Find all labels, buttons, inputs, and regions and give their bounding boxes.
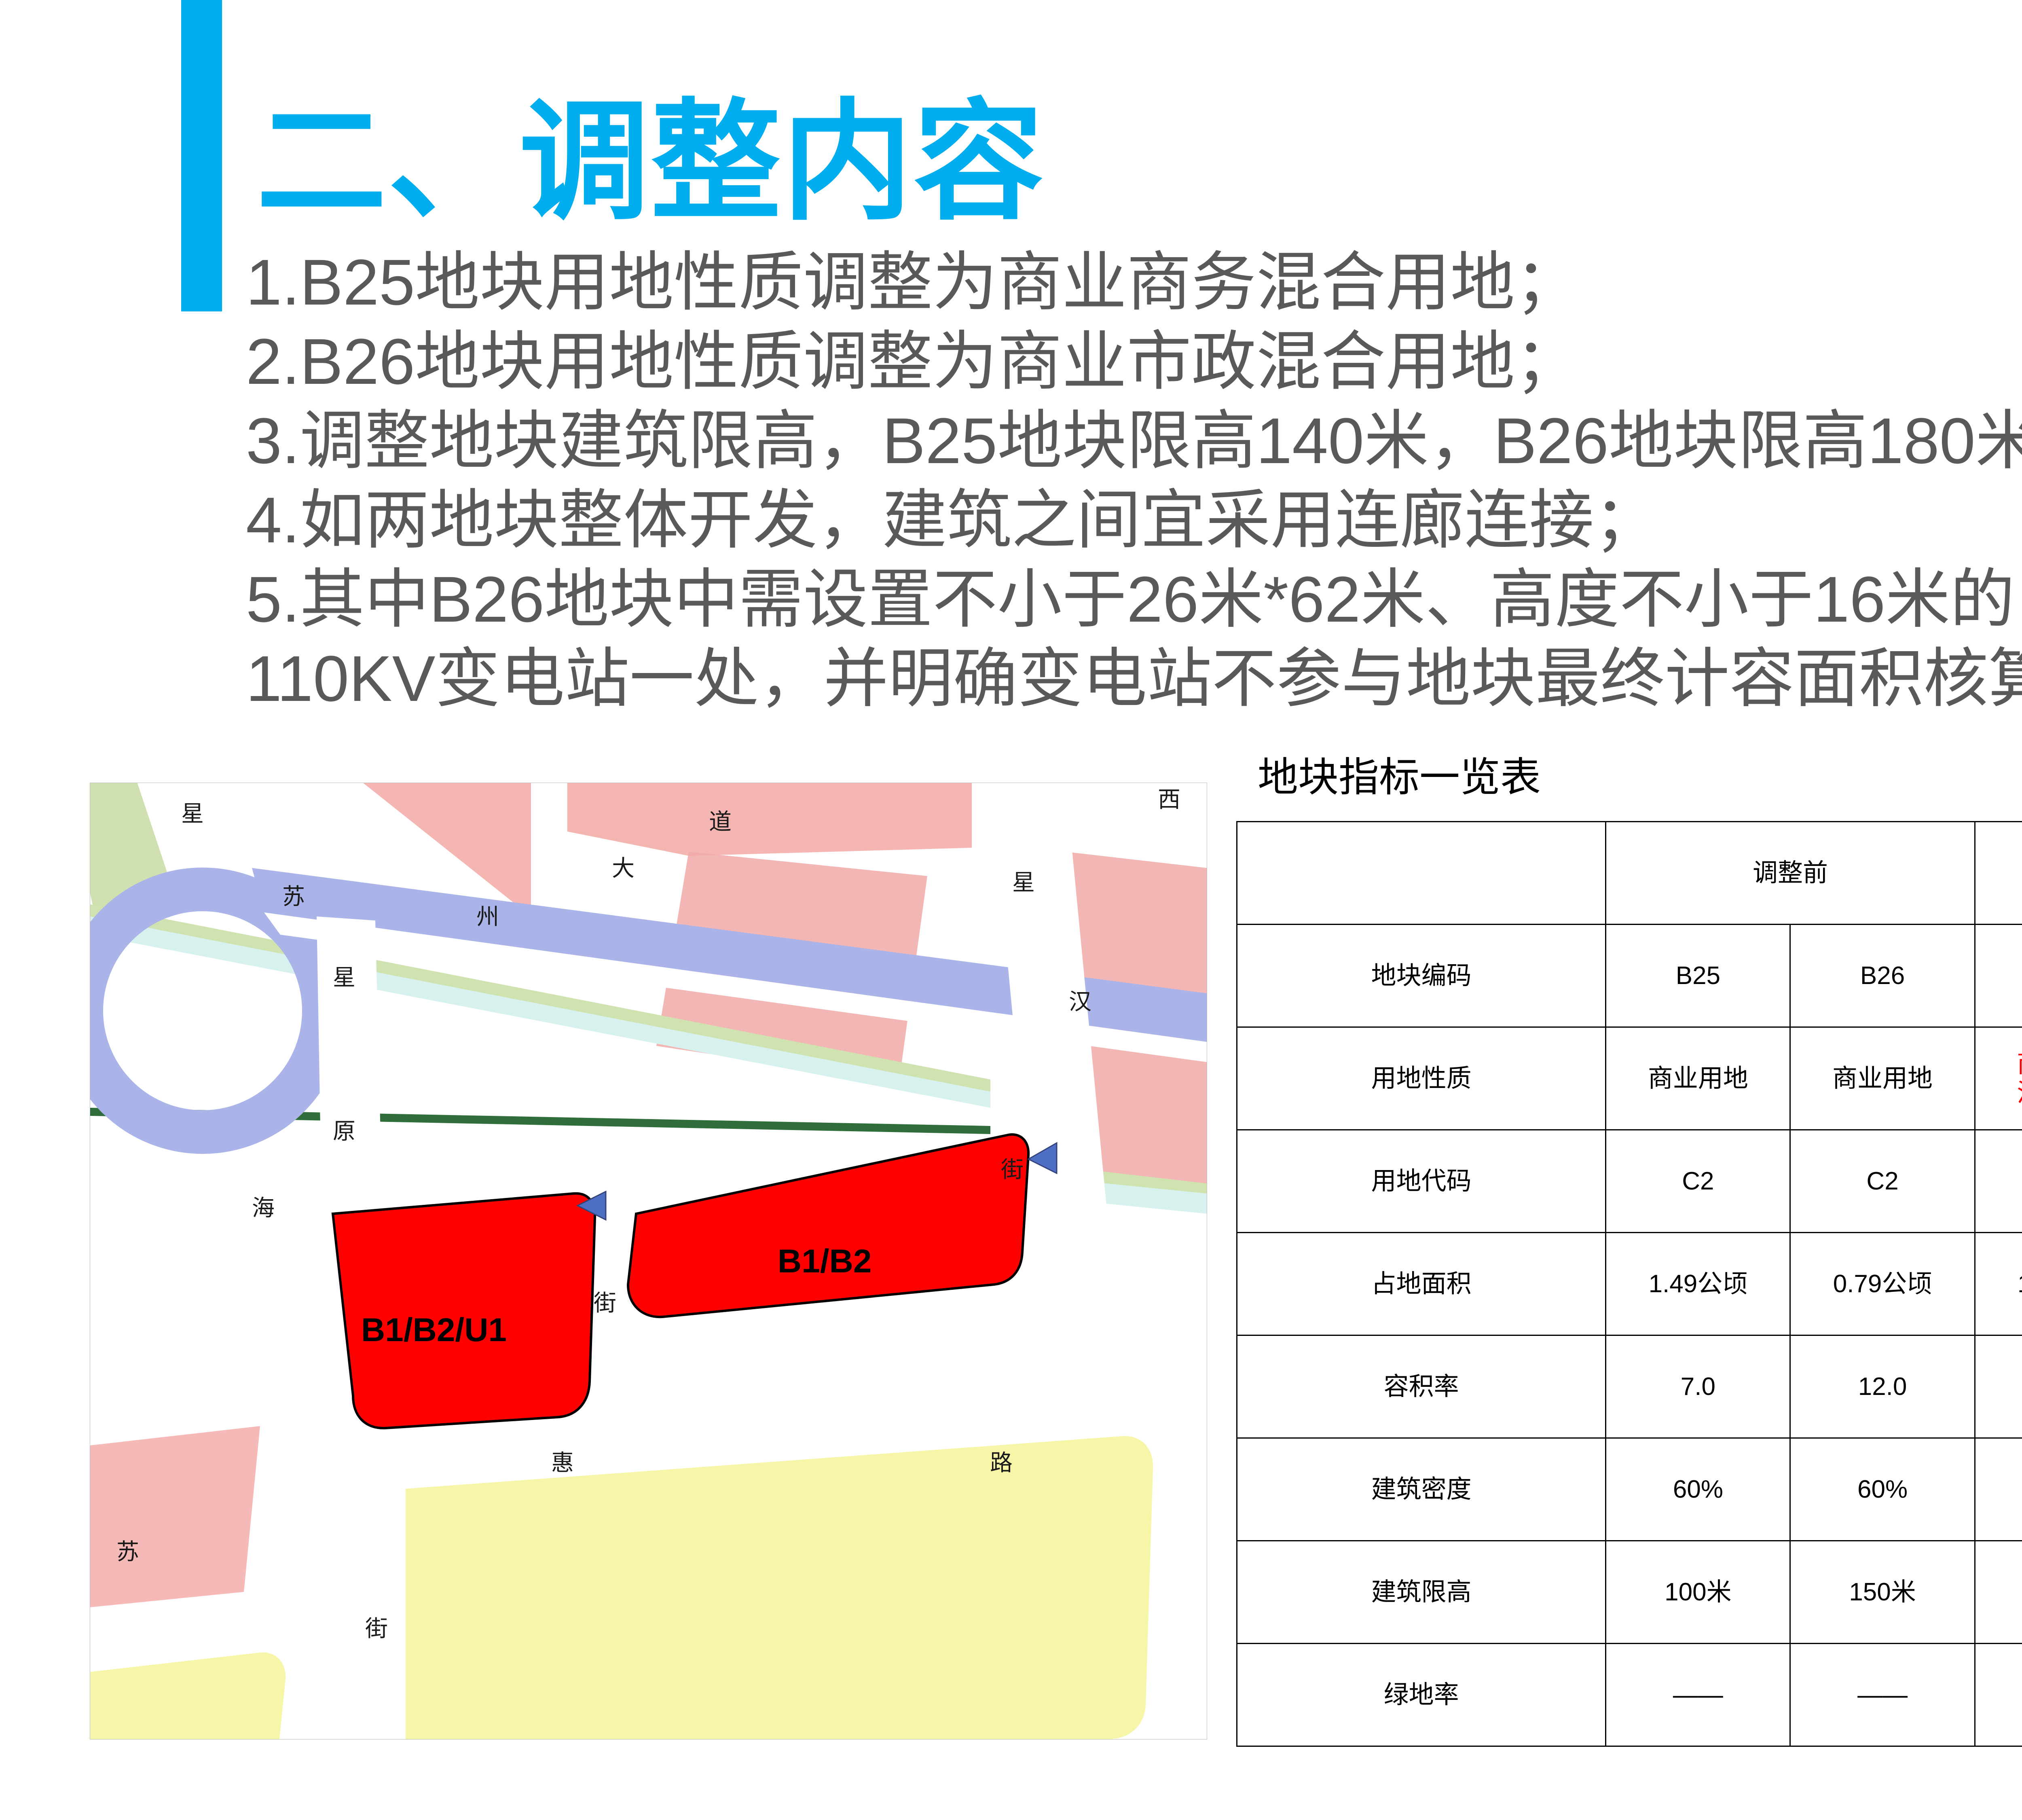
svg-text:苏: 苏 (282, 884, 305, 909)
svg-text:州: 州 (476, 904, 499, 929)
svg-text:B1/B2: B1/B2 (778, 1243, 871, 1280)
svg-text:大: 大 (612, 855, 635, 881)
svg-text:街: 街 (594, 1290, 616, 1316)
svg-text:街: 街 (1001, 1157, 1024, 1182)
svg-text:海: 海 (252, 1195, 275, 1221)
svg-text:B1/B2/U1: B1/B2/U1 (361, 1312, 507, 1348)
svg-text:苏: 苏 (116, 1539, 139, 1564)
svg-text:星: 星 (1012, 870, 1035, 895)
svg-text:街: 街 (365, 1616, 388, 1641)
svg-text:西: 西 (1158, 787, 1180, 812)
svg-text:惠: 惠 (551, 1450, 574, 1475)
svg-text:路: 路 (990, 1450, 1013, 1475)
svg-text:星: 星 (181, 801, 204, 826)
svg-text:原: 原 (333, 1118, 355, 1144)
svg-text:道: 道 (709, 809, 732, 834)
svg-text:星: 星 (333, 965, 355, 990)
svg-text:汉: 汉 (1069, 989, 1091, 1014)
